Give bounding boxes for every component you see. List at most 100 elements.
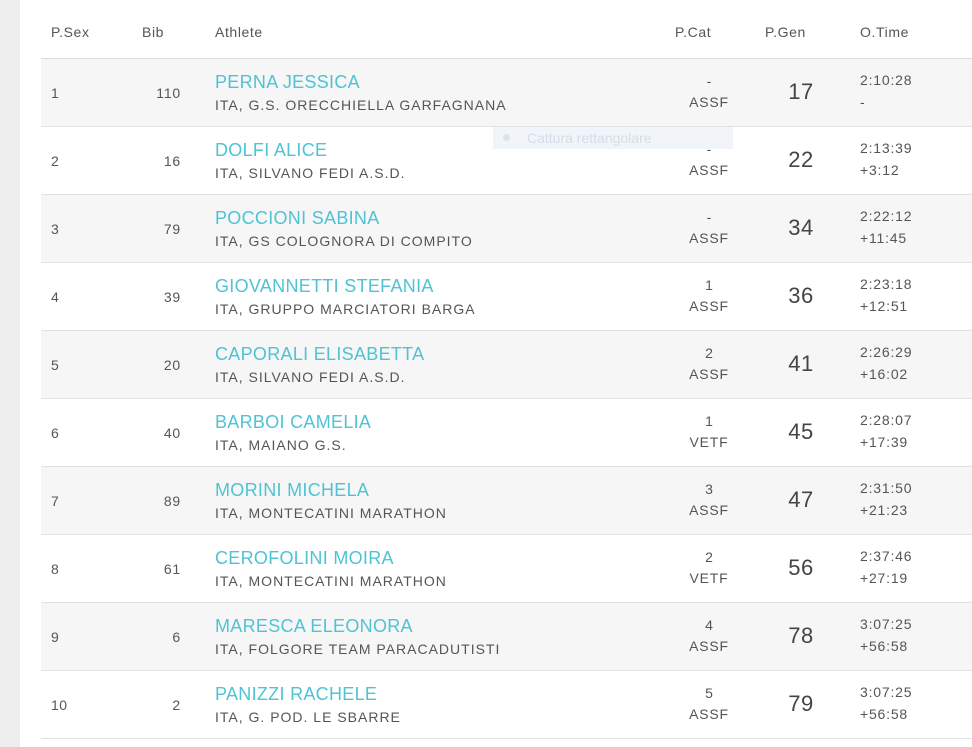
category-position: - bbox=[706, 209, 712, 225]
athlete-name-link[interactable]: CAPORALI ELISABETTA bbox=[215, 344, 425, 364]
row-psex: 3 bbox=[51, 221, 60, 237]
row-psex: 10 bbox=[51, 697, 68, 713]
official-time: 2:31:50 bbox=[860, 480, 913, 496]
header-psex[interactable]: P.Sex bbox=[51, 24, 90, 40]
athlete-name-link[interactable]: BARBOI CAMELIA bbox=[215, 412, 372, 432]
general-position: 34 bbox=[788, 215, 814, 240]
category-code: ASSF bbox=[689, 298, 729, 314]
general-position: 41 bbox=[788, 351, 814, 376]
table-row[interactable]: 8 61 CEROFOLINI MOIRA ITA, MONTECATINI MARA… bbox=[41, 535, 972, 603]
row-psex: 5 bbox=[51, 357, 60, 373]
category-position: 5 bbox=[705, 685, 713, 701]
table-row[interactable]: 6 40 BARBOI CAMELIA ITA, MAIANO G.S. 1 VETF 45… bbox=[41, 399, 972, 467]
athlete-club: ITA, MONTECATINI MARATHON bbox=[215, 573, 447, 589]
time-gap: +21:23 bbox=[860, 502, 909, 518]
official-time: 2:13:39 bbox=[860, 140, 913, 156]
general-position: 56 bbox=[788, 555, 814, 580]
category-position: 1 bbox=[705, 413, 713, 429]
left-gutter bbox=[0, 0, 20, 747]
general-position: 17 bbox=[788, 79, 814, 104]
row-bib: 20 bbox=[163, 357, 181, 373]
general-position: 36 bbox=[788, 283, 814, 308]
official-time: 2:23:18 bbox=[860, 276, 913, 292]
category-position: 4 bbox=[705, 617, 713, 633]
row-bib: 79 bbox=[163, 221, 181, 237]
athlete-name-link[interactable]: POCCIONI SABINA bbox=[215, 208, 380, 228]
category-position: 3 bbox=[705, 481, 713, 497]
row-bib: 110 bbox=[156, 85, 181, 101]
capture-overlay-label: Cattura rettangolare bbox=[527, 130, 652, 146]
athlete-club: ITA, FOLGORE TEAM PARACADUTISTI bbox=[215, 641, 501, 657]
athlete-club: ITA, SILVANO FEDI A.S.D. bbox=[215, 165, 406, 181]
athlete-name-link[interactable]: MORINI MICHELA bbox=[215, 480, 370, 500]
row-psex: 1 bbox=[51, 85, 60, 101]
official-time: 3:07:25 bbox=[860, 616, 913, 632]
time-gap: +16:02 bbox=[860, 366, 909, 382]
header-bib[interactable]: Bib bbox=[142, 24, 165, 40]
athlete-club: ITA, SILVANO FEDI A.S.D. bbox=[215, 369, 406, 385]
athlete-club: ITA, MONTECATINI MARATHON bbox=[215, 505, 447, 521]
official-time: 2:26:29 bbox=[860, 344, 913, 360]
athlete-name-link[interactable]: MARESCA ELEONORA bbox=[215, 616, 413, 636]
row-bib: 6 bbox=[172, 629, 181, 645]
category-code: VETF bbox=[689, 434, 729, 450]
time-gap: +27:19 bbox=[860, 570, 909, 586]
time-gap: +17:39 bbox=[860, 434, 909, 450]
category-position: 2 bbox=[705, 549, 713, 565]
category-code: VETF bbox=[689, 570, 729, 586]
official-time: 3:07:25 bbox=[860, 684, 913, 700]
athlete-club: ITA, G.S. ORECCHIELLA GARFAGNANA bbox=[215, 97, 507, 113]
official-time: 2:37:46 bbox=[860, 548, 913, 564]
table-row[interactable]: 9 6 MARESCA ELEONORA ITA, FOLGORE TEAM PARA… bbox=[41, 603, 972, 671]
header-athlete[interactable]: Athlete bbox=[215, 24, 263, 40]
time-gap: - bbox=[860, 94, 866, 110]
row-psex: 6 bbox=[51, 425, 60, 441]
athlete-name-link[interactable]: CEROFOLINI MOIRA bbox=[215, 548, 394, 568]
athlete-name-link[interactable]: GIOVANNETTI STEFANIA bbox=[215, 276, 434, 296]
time-gap: +3:12 bbox=[860, 162, 900, 178]
header-pgen[interactable]: P.Gen bbox=[765, 24, 806, 40]
category-position: - bbox=[706, 141, 712, 157]
header-pcat[interactable]: P.Cat bbox=[675, 24, 712, 40]
row-psex: 4 bbox=[51, 289, 60, 305]
table-header: P.Sex Bib Athlete P.Cat P.Gen O.Time bbox=[41, 0, 972, 59]
row-bib: 61 bbox=[163, 561, 181, 577]
time-gap: +56:58 bbox=[860, 706, 909, 722]
row-psex: 8 bbox=[51, 561, 60, 577]
category-code: ASSF bbox=[689, 706, 729, 722]
athlete-club: ITA, GS COLOGNORA DI COMPITO bbox=[215, 233, 473, 249]
athlete-name-link[interactable]: PERNA JESSICA bbox=[215, 72, 360, 92]
table-row[interactable]: 7 89 MORINI MICHELA ITA, MONTECATINI MARATH… bbox=[41, 467, 972, 535]
official-time: 2:10:28 bbox=[860, 72, 913, 88]
table-row[interactable]: 1 110 PERNA JESSICA ITA, G.S. ORECCHIELLA G… bbox=[41, 59, 972, 127]
category-code: ASSF bbox=[689, 366, 729, 382]
athlete-club: ITA, G. POD. LE SBARRE bbox=[215, 709, 401, 725]
category-code: ASSF bbox=[689, 638, 729, 654]
table-row[interactable]: 4 39 GIOVANNETTI STEFANIA ITA, GRUPPO MARCI… bbox=[41, 263, 972, 331]
category-code: ASSF bbox=[689, 94, 729, 110]
time-gap: +56:58 bbox=[860, 638, 909, 654]
capture-dot-icon bbox=[503, 134, 510, 141]
time-gap: +11:45 bbox=[860, 230, 907, 246]
table-row[interactable]: 10 2 PANIZZI RACHELE ITA, G. POD. LE SBARRE… bbox=[41, 671, 972, 739]
category-position: 2 bbox=[705, 345, 713, 361]
general-position: 79 bbox=[788, 691, 814, 716]
official-time: 2:22:12 bbox=[860, 208, 913, 224]
table-row[interactable]: 5 20 CAPORALI ELISABETTA ITA, SILVANO FEDI … bbox=[41, 331, 972, 399]
category-code: ASSF bbox=[689, 162, 729, 178]
header-otime[interactable]: O.Time bbox=[860, 24, 909, 40]
row-bib: 89 bbox=[163, 493, 181, 509]
row-psex: 9 bbox=[51, 629, 60, 645]
row-bib: 16 bbox=[163, 153, 181, 169]
athlete-club: ITA, GRUPPO MARCIATORI BARGA bbox=[215, 301, 476, 317]
row-psex: 7 bbox=[51, 493, 60, 509]
general-position: 47 bbox=[788, 487, 814, 512]
row-bib: 40 bbox=[163, 425, 181, 441]
row-bib: 39 bbox=[163, 289, 181, 305]
athlete-name-link[interactable]: DOLFI ALICE bbox=[215, 140, 328, 160]
athlete-name-link[interactable]: PANIZZI RACHELE bbox=[215, 684, 378, 704]
category-position: 1 bbox=[705, 277, 713, 293]
capture-overlay: Cattura rettangolare bbox=[493, 127, 733, 149]
table-row[interactable]: 3 79 POCCIONI SABINA ITA, GS COLOGNORA DI C… bbox=[41, 195, 972, 263]
row-bib: 2 bbox=[172, 697, 181, 713]
